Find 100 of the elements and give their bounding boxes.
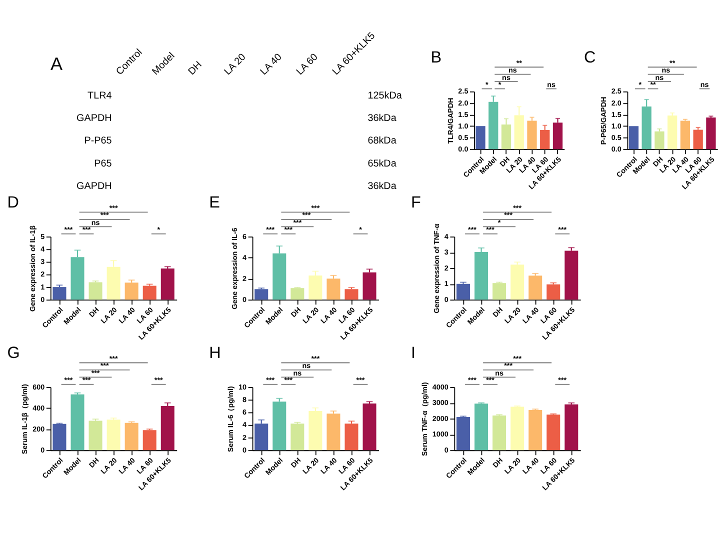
- text: **: [670, 58, 676, 68]
- text: *: [498, 218, 501, 227]
- text: ***: [513, 203, 522, 212]
- text: ***: [356, 376, 365, 385]
- text: ***: [64, 376, 73, 385]
- text: TLR4: [88, 90, 112, 102]
- y-axis-title: P-P65/GAPDH: [598, 96, 608, 145]
- y-tick-label: 0: [444, 445, 448, 454]
- y-tick-label: 6: [242, 232, 246, 241]
- chart-title: B: [430, 48, 442, 67]
- text: ***: [513, 354, 522, 363]
- y-tick-label: 1.0: [458, 121, 468, 130]
- text: ***: [486, 225, 495, 234]
- y-tick-label: 4: [242, 420, 246, 430]
- text: *: [638, 80, 642, 89]
- bar: [528, 410, 542, 450]
- chart-title: C: [584, 48, 596, 67]
- text: ***: [266, 376, 275, 385]
- text: ***: [558, 376, 567, 385]
- y-tick-label: 4: [444, 232, 448, 241]
- bar: [290, 288, 304, 300]
- bar: [552, 122, 563, 150]
- text: ***: [284, 376, 293, 385]
- category-label: LA 40: [258, 51, 285, 78]
- bar: [52, 424, 66, 450]
- text: ***: [468, 225, 477, 234]
- y-axis-title: TLR4/GAPDH: [446, 98, 455, 144]
- category-label: LA 60: [294, 51, 321, 78]
- y-tick-label: 4: [40, 244, 45, 254]
- y-tick-label: 3: [40, 257, 45, 266]
- text: ***: [109, 203, 118, 212]
- bar: [326, 278, 340, 300]
- bar: [540, 130, 550, 150]
- bar: [272, 402, 286, 450]
- chart-title: H: [209, 344, 221, 362]
- text: *: [498, 80, 502, 89]
- text: GAPDH: [76, 113, 112, 124]
- y-tick-label: 0: [40, 294, 45, 304]
- text: ns: [91, 218, 100, 227]
- chart-title: F: [410, 194, 421, 212]
- text: ns: [495, 368, 504, 378]
- bar: [474, 252, 488, 300]
- chart-title: G: [7, 344, 20, 362]
- text: ***: [82, 376, 91, 385]
- y-tick-label: 1.5: [611, 110, 622, 119]
- bar: [308, 275, 322, 300]
- text: ***: [154, 376, 164, 385]
- text: ns: [502, 72, 510, 82]
- text: ***: [100, 361, 109, 370]
- y-axis-title: Gene expression of IL-1β: [28, 224, 38, 312]
- y-tick-label: 1: [444, 279, 448, 288]
- y-tick-label: 3: [444, 248, 448, 257]
- y-tick-label: 400: [32, 403, 45, 412]
- y-tick-label: 0: [242, 445, 246, 454]
- bar: [124, 422, 138, 450]
- text: ***: [486, 376, 495, 385]
- text: ns: [662, 66, 670, 75]
- text: P65: [94, 158, 112, 170]
- y-axis-title: Serum TNF-α（pg/ml): [420, 382, 429, 456]
- y-tick-label: 600: [32, 382, 45, 392]
- y-axis-title: Gene expression of TNF-α: [432, 223, 441, 314]
- y-tick-label: 2000: [432, 414, 448, 423]
- y-tick-label: 8: [242, 394, 246, 404]
- bar: [546, 414, 560, 450]
- bar: [456, 417, 470, 450]
- bar: [527, 120, 537, 150]
- text: ***: [91, 368, 100, 378]
- text: *: [486, 80, 489, 89]
- bar: [362, 272, 376, 300]
- y-tick-label: 2: [242, 432, 246, 442]
- bar: [474, 404, 488, 450]
- text: ***: [284, 225, 293, 234]
- text: ***: [82, 225, 91, 234]
- y-tick-label: 1000: [432, 430, 448, 439]
- text: ***: [504, 361, 513, 370]
- y-axis-title: Serum IL-6（pg/ml): [226, 386, 236, 452]
- text: *: [157, 225, 160, 234]
- y-tick-label: 1.0: [611, 121, 622, 130]
- category-label: LA 20: [222, 51, 249, 78]
- y-tick-label: 4: [242, 252, 246, 262]
- y-tick-label: 2.0: [458, 98, 468, 108]
- text: ***: [293, 218, 302, 227]
- bar: [492, 415, 506, 450]
- text: ***: [266, 225, 275, 234]
- y-tick-label: 0.0: [611, 144, 622, 154]
- text: 125kDa: [368, 90, 402, 102]
- y-tick-label: 0: [444, 294, 448, 304]
- bar: [476, 126, 486, 150]
- y-axis-title: Gene expression of IL-6: [230, 228, 240, 310]
- category-label: DH: [186, 60, 204, 78]
- text: ns: [700, 80, 709, 89]
- y-tick-label: 0.0: [458, 144, 468, 154]
- text: GAPDH: [76, 180, 112, 192]
- text: **: [650, 80, 656, 89]
- y-tick-label: 5: [40, 232, 45, 241]
- y-tick-label: 4000: [432, 382, 448, 392]
- text: ns: [508, 66, 517, 75]
- y-tick-label: 2.5: [611, 86, 622, 96]
- bar: [564, 250, 578, 300]
- y-tick-label: 1: [40, 282, 45, 292]
